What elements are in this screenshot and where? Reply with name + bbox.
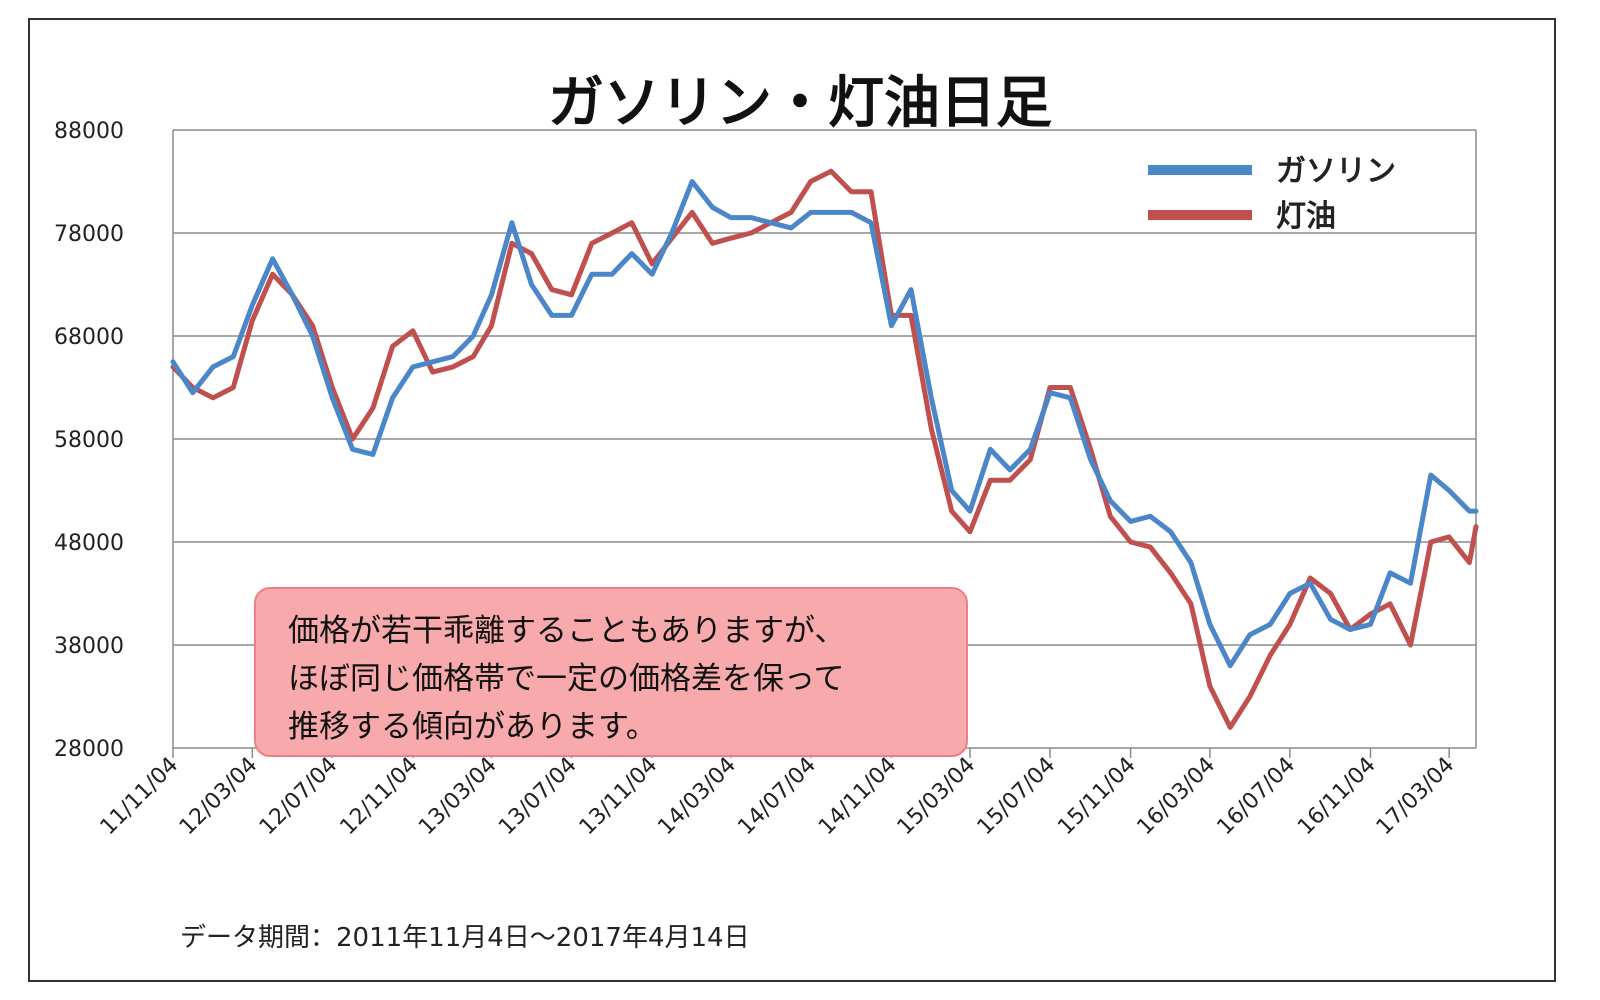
x-tick-label: 13/11/04 xyxy=(575,753,663,841)
chart-frame: ガソリン・灯油日足 88000 78000 68000 58000 48000 38000… xyxy=(28,18,1556,982)
y-tick-label: 78000 xyxy=(54,222,124,247)
x-tick-label: 14/11/04 xyxy=(814,753,902,841)
x-tick-label: 14/07/04 xyxy=(733,753,821,841)
y-tick-label: 88000 xyxy=(54,119,124,144)
series-line xyxy=(170,179,1479,669)
x-tick-label: 17/03/04 xyxy=(1372,753,1460,841)
y-tick-label: 58000 xyxy=(54,428,124,453)
note-line-1: 価格が若干乖離することもありますが、 xyxy=(288,613,846,649)
x-tick-label: 12/07/04 xyxy=(255,753,343,841)
x-tick-label: 14/03/04 xyxy=(653,753,741,841)
x-tick-label: 13/03/04 xyxy=(414,753,502,841)
x-tick-label: 15/07/04 xyxy=(973,753,1061,841)
y-tick-label: 48000 xyxy=(54,531,124,556)
data-period-text: データ期間：2011年11月4日～2017年4月14日 xyxy=(180,923,750,953)
x-tick-label: 15/11/04 xyxy=(1053,753,1141,841)
note-line-2: ほぼ同じ価格帯で一定の価格差を保って xyxy=(288,661,845,697)
x-tick-label: 16/07/04 xyxy=(1213,753,1301,841)
x-tick-label: 16/11/04 xyxy=(1293,753,1381,841)
x-tick-label: 13/07/04 xyxy=(494,753,582,841)
legend-label: ガソリン xyxy=(1276,154,1396,189)
y-tick-label: 38000 xyxy=(54,634,124,659)
x-tick-label: 12/11/04 xyxy=(336,753,424,841)
y-tick-label: 28000 xyxy=(54,737,124,762)
legend-label: 灯油 xyxy=(1276,199,1336,234)
x-tick-label: 11/11/04 xyxy=(96,753,184,841)
note-line-3: 推移する傾向があります。 xyxy=(288,709,657,745)
x-tick-label: 16/03/04 xyxy=(1133,753,1221,841)
chart-svg: ガソリン・灯油日足 88000 78000 68000 58000 48000 38000… xyxy=(54,71,1479,953)
y-tick-label: 68000 xyxy=(54,325,124,350)
note-box: 価格が若干乖離することもありますが、 ほぼ同じ価格帯で一定の価格差を保って 推移… xyxy=(254,587,968,757)
series-line xyxy=(170,168,1479,730)
x-tick-label: 15/03/04 xyxy=(893,753,981,841)
chart-title: ガソリン・灯油日足 xyxy=(548,71,1052,136)
x-tick-label: 12/03/04 xyxy=(175,753,263,841)
